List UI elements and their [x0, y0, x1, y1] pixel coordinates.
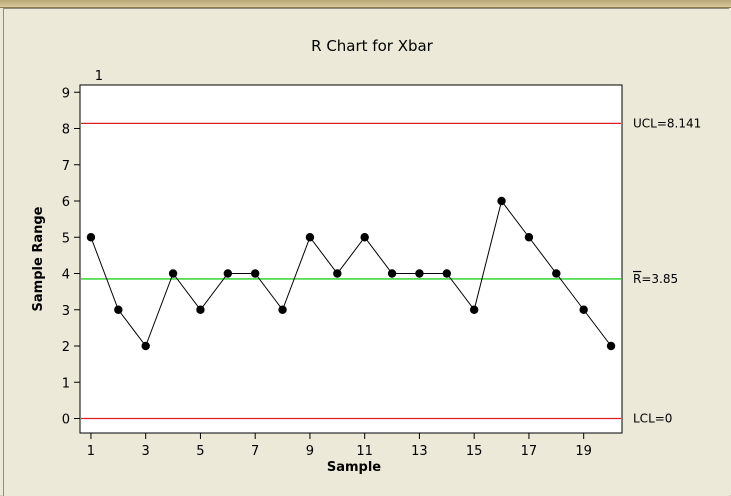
data-point: [469, 305, 479, 314]
y-tick-label: 6: [62, 195, 70, 210]
out-of-control-flag: 1: [95, 69, 103, 84]
data-point: [552, 269, 561, 278]
x-tick-label: 17: [521, 444, 538, 459]
window-title-bar: [0, 0, 731, 8]
data-point: [250, 269, 260, 278]
y-axis: 0 1 2 3 4 5 6 7 8 9: [62, 86, 80, 428]
y-tick-label: 0: [62, 413, 70, 428]
y-tick-label: 2: [62, 340, 70, 355]
data-point: [579, 305, 588, 314]
x-tick-label: 3: [142, 444, 150, 459]
y-tick-label: 5: [62, 231, 70, 246]
annotations: 1: [95, 69, 103, 84]
y-axis-label: Sample Range: [31, 206, 46, 311]
x-tick-label: 15: [466, 444, 483, 459]
data-point: [305, 233, 315, 242]
y-tick-label: 9: [62, 86, 70, 101]
chart-title: R Chart for Xbar: [311, 37, 434, 55]
x-tick-label: 9: [306, 444, 314, 459]
center-line-label: R=3.85: [633, 272, 678, 286]
data-point: [415, 269, 424, 278]
x-axis-label: Sample: [327, 460, 381, 475]
y-tick-label: 4: [62, 268, 70, 283]
range-series: [86, 196, 616, 351]
data-point: [114, 305, 123, 314]
x-axis: 1 3 5 7 9 11 13 15 17 19: [87, 433, 592, 459]
lcl-label: LCL=0: [633, 412, 672, 426]
y-tick-label: 3: [62, 304, 70, 319]
y-tick-label: 8: [62, 123, 70, 138]
data-point: [141, 341, 150, 351]
data-point: [168, 269, 178, 278]
data-point: [223, 269, 233, 278]
data-point: [86, 233, 96, 242]
r-bar-symbol: R: [633, 272, 641, 286]
data-point: [196, 305, 205, 314]
data-point: [360, 233, 369, 242]
control-limits: UCL=8.141 LCL=0 R=3.85: [81, 116, 701, 426]
x-tick-label: 7: [251, 444, 259, 459]
ucl-label: UCL=8.141: [633, 116, 701, 130]
x-tick-label: 1: [87, 444, 95, 459]
data-point: [442, 269, 452, 278]
data-point: [333, 269, 342, 278]
data-point: [278, 305, 287, 314]
center-line-value: =3.85: [641, 272, 678, 286]
x-tick-label: 5: [196, 444, 204, 459]
x-tick-label: 11: [356, 444, 373, 459]
data-point: [497, 196, 506, 206]
data-point: [524, 233, 534, 242]
data-point: [606, 341, 616, 351]
x-tick-label: 19: [575, 444, 592, 459]
y-tick-label: 1: [62, 376, 70, 391]
x-tick-label: 13: [411, 444, 428, 459]
range-line: [90, 199, 612, 348]
plot-area: [79, 84, 623, 434]
data-point: [387, 269, 397, 278]
y-tick-label: 7: [62, 159, 70, 174]
